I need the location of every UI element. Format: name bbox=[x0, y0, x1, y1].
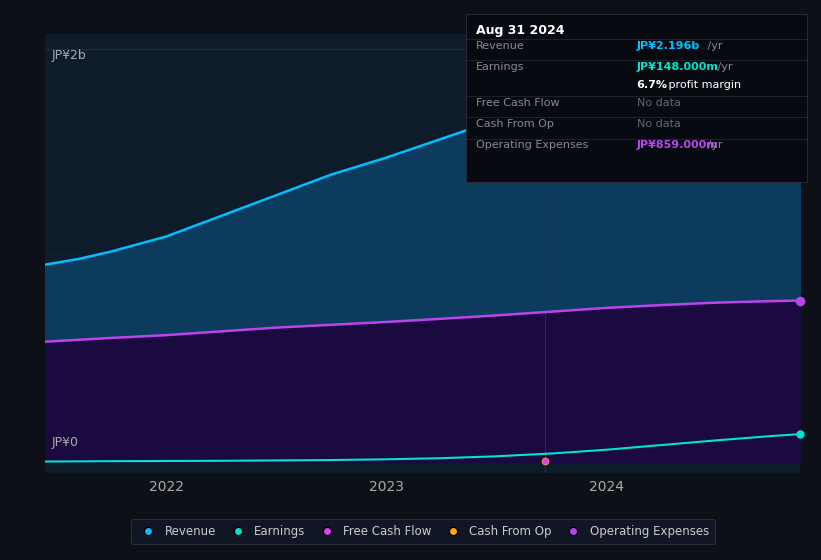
Point bbox=[539, 457, 552, 466]
Point bbox=[794, 45, 807, 54]
Text: JP¥148.000m: JP¥148.000m bbox=[637, 62, 718, 72]
Point bbox=[794, 296, 807, 305]
Text: Cash From Op: Cash From Op bbox=[476, 119, 554, 129]
Text: /yr: /yr bbox=[704, 41, 722, 51]
Text: /yr: /yr bbox=[713, 62, 732, 72]
Text: JP¥859.000m: JP¥859.000m bbox=[637, 140, 718, 150]
Point bbox=[794, 430, 807, 438]
Text: No data: No data bbox=[637, 119, 681, 129]
Text: 6.7%: 6.7% bbox=[637, 80, 667, 90]
Text: Earnings: Earnings bbox=[476, 62, 525, 72]
Text: JP¥2.196b: JP¥2.196b bbox=[637, 41, 700, 51]
Text: Operating Expenses: Operating Expenses bbox=[476, 140, 589, 150]
Text: Free Cash Flow: Free Cash Flow bbox=[476, 97, 560, 108]
Legend: Revenue, Earnings, Free Cash Flow, Cash From Op, Operating Expenses: Revenue, Earnings, Free Cash Flow, Cash … bbox=[131, 520, 715, 544]
Text: JP¥2b: JP¥2b bbox=[51, 49, 86, 62]
Text: Revenue: Revenue bbox=[476, 41, 525, 51]
Point bbox=[539, 456, 552, 465]
Text: profit margin: profit margin bbox=[665, 80, 741, 90]
Text: Aug 31 2024: Aug 31 2024 bbox=[476, 24, 565, 37]
Text: No data: No data bbox=[637, 97, 681, 108]
Text: /yr: /yr bbox=[704, 140, 722, 150]
Text: JP¥0: JP¥0 bbox=[51, 436, 78, 449]
